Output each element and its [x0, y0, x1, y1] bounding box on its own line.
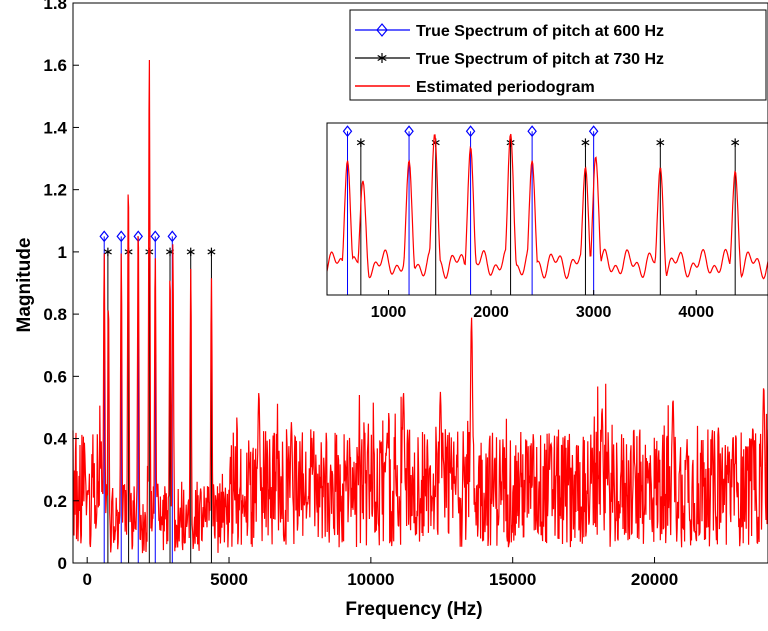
- main-axes: 0 0.2 0.4 0.6 0.8 1 1.2 1.4 1.6 1.8 0 5000 10000 1500…: [43, 0, 768, 589]
- x-tick-label: 20000: [631, 570, 678, 589]
- y-axis-label: Magnitude: [14, 238, 35, 333]
- inset-stem-600hz-diamond-marker: [527, 125, 537, 138]
- legend-label-730hz: True Spectrum of pitch at 730 Hz: [416, 51, 664, 68]
- inset-x-tick-label: 2000: [473, 304, 509, 321]
- stem-730hz-asterisk-marker: [145, 247, 154, 257]
- y-tick-label: 0.8: [43, 305, 67, 324]
- main-plot: [72, 59, 768, 563]
- stem-600hz-diamond-marker: [150, 230, 161, 243]
- inset-clipped-group: [327, 125, 768, 295]
- y-tick-label: 1.8: [43, 0, 67, 13]
- stem-600hz-diamond-marker: [99, 230, 109, 243]
- y-tick-label: 1: [58, 243, 67, 262]
- inset-axes-frame: [326, 122, 768, 296]
- inset-marks: [327, 125, 768, 295]
- y-tick-label: 1.6: [43, 56, 67, 75]
- inset-stem-730hz-asterisk-marker: [356, 138, 365, 147]
- inset-stem-600hz-diamond-marker: [588, 125, 599, 138]
- inset-periodogram-line: [327, 133, 768, 280]
- inset-x-tick-label: 1000: [371, 304, 407, 321]
- x-tick-label: 15000: [489, 570, 536, 589]
- x-tick-label: 0: [82, 570, 91, 589]
- inset-axes: 1000 2000 3000 4000: [326, 122, 768, 321]
- inset-stem-600hz-diamond-marker: [342, 125, 353, 138]
- periodogram-line: [72, 59, 768, 554]
- y-tick-label: 0.4: [43, 430, 67, 449]
- inset-stem-730hz-asterisk-marker: [731, 138, 740, 147]
- legend-entry-730hz: True Spectrum of pitch at 730 Hz: [355, 51, 664, 68]
- inset-stem-600hz-diamond-marker: [404, 125, 414, 138]
- stem-730hz-asterisk-marker: [186, 247, 195, 257]
- y-tick-label: 0.2: [43, 492, 67, 511]
- stem-600hz-diamond-marker: [167, 230, 178, 243]
- legend-entry-600hz: True Spectrum of pitch at 600 Hz: [355, 23, 664, 40]
- inset-stem-730hz-asterisk-marker: [656, 138, 665, 147]
- legend: True Spectrum of pitch at 600 Hz True Sp…: [349, 9, 767, 101]
- stem-730hz-asterisk-marker: [207, 247, 216, 257]
- inset-stem-600hz-diamond-marker: [465, 125, 476, 138]
- inset-x-tick-label: 3000: [576, 304, 612, 321]
- legend-diamond-icon: [376, 23, 388, 37]
- legend-label-periodogram: Estimated periodogram: [416, 79, 595, 96]
- x-tick-label: 10000: [347, 570, 394, 589]
- legend-entry-periodogram: Estimated periodogram: [355, 79, 595, 96]
- legend-box: [349, 9, 767, 101]
- stem-730hz-asterisk-marker: [103, 247, 112, 257]
- inset-plot: 1000 2000 3000 4000: [326, 122, 768, 321]
- x-axis-label: Frequency (Hz): [345, 599, 482, 620]
- y-tick-label: 0.6: [43, 367, 67, 386]
- y-tick-label: 0: [58, 554, 67, 573]
- main-axes-frame: [72, 2, 768, 564]
- y-tick-label: 1.4: [43, 118, 67, 137]
- legend-label-600hz: True Spectrum of pitch at 600 Hz: [416, 23, 664, 40]
- inset-stem-730hz-asterisk-marker: [506, 138, 515, 147]
- x-tick-label: 5000: [210, 570, 248, 589]
- inset-x-tick-label: 4000: [678, 304, 714, 321]
- inset-stem-730hz-asterisk-marker: [581, 138, 590, 147]
- legend-asterisk-icon: [377, 53, 387, 63]
- y-tick-label: 1.2: [43, 181, 67, 200]
- stem-600hz-diamond-marker: [116, 230, 126, 243]
